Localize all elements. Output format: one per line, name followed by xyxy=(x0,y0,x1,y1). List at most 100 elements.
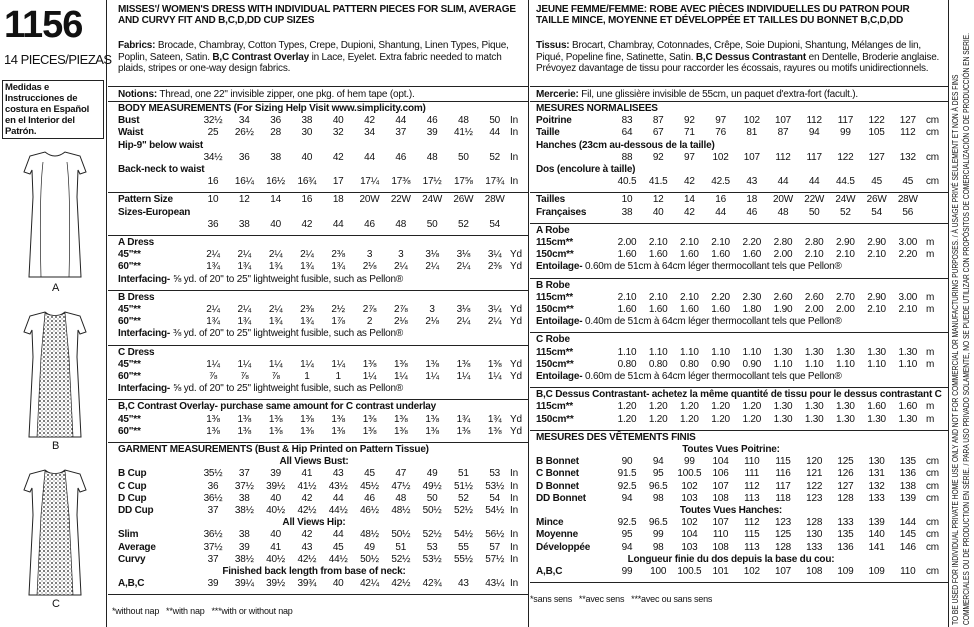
cell: 1.30 xyxy=(804,413,824,425)
row-label: Interfacing- xyxy=(118,383,171,395)
section-heading: C Dress xyxy=(118,346,155,358)
row-label: A,B,C xyxy=(536,566,563,577)
cell: 102 xyxy=(712,151,729,163)
unit: In xyxy=(510,480,518,492)
cell: 14 xyxy=(270,194,281,206)
cell: 20W xyxy=(359,194,380,206)
subheading: Toutes Vues Hanches: xyxy=(679,505,783,516)
cell: 126 xyxy=(837,468,854,480)
cell: 32½ xyxy=(203,115,223,127)
cell: 98 xyxy=(652,541,664,553)
cell: 55 xyxy=(458,541,469,553)
cell: 0.80 xyxy=(648,358,668,370)
cell: 39¾ xyxy=(297,578,317,590)
cell: 39 xyxy=(270,468,281,480)
cell: 3.00 xyxy=(898,291,918,303)
row-label: B Bonnet xyxy=(536,456,579,468)
unit: In xyxy=(510,553,518,565)
cell: 1.20 xyxy=(742,413,762,425)
cell: 2.10 xyxy=(648,237,668,248)
cell: 1.30 xyxy=(836,401,855,413)
cell: 1.10 xyxy=(648,346,668,358)
cell: 117 xyxy=(775,480,791,492)
cell: 55½ xyxy=(453,553,473,565)
cell: 47½ xyxy=(391,480,411,492)
cell: 52 xyxy=(489,151,501,163)
section-heading: MESURES DES VÊTEMENTS FINIS xyxy=(536,431,696,443)
sketches xyxy=(23,151,87,596)
notions-label: Notions: xyxy=(118,89,157,100)
cell: 52 xyxy=(458,218,469,230)
cell: 54 xyxy=(871,206,882,218)
row-label: 115cm** xyxy=(536,401,573,413)
cell: 125 xyxy=(837,456,854,468)
cell: 102 xyxy=(743,115,760,127)
cell: 1.30 xyxy=(836,413,855,425)
cell: 2.70 xyxy=(836,291,855,303)
cell: 45½ xyxy=(360,480,379,492)
cell: 1.60 xyxy=(648,249,668,261)
section-heading: BODY MEASUREMENTS (For Sizing Help Visit… xyxy=(118,103,426,114)
cell: 1¼ xyxy=(487,371,502,382)
cell: 99 xyxy=(840,127,851,139)
unit: cm xyxy=(926,176,939,188)
cell: 1 xyxy=(335,371,342,382)
cell: 1¼ xyxy=(456,371,471,382)
cell: 127 xyxy=(837,480,854,492)
cell: 40 xyxy=(270,492,281,504)
unit: m xyxy=(926,304,935,315)
cell: 36 xyxy=(207,218,219,230)
cell: 53½ xyxy=(485,480,505,492)
legal-notice: TO BE USED FOR INDIVIDUAL PRIVATE HOME U… xyxy=(950,3,974,625)
cell: 18 xyxy=(746,194,758,206)
fabrics-text: in Lace, Eyelet. Extra fabric needed to … xyxy=(118,51,502,75)
cell: 20W xyxy=(773,194,793,206)
cell: 46 xyxy=(746,206,758,218)
cell: 2.10 xyxy=(711,237,730,248)
cell: 1.10 xyxy=(773,358,793,370)
cell: 42 xyxy=(301,218,313,230)
cell: 45 xyxy=(902,176,914,188)
cell: 2.10 xyxy=(867,249,886,261)
cell: 1.30 xyxy=(836,346,855,358)
cell: 40 xyxy=(270,529,281,541)
rule xyxy=(108,235,528,236)
cell: 38½ xyxy=(234,553,254,565)
cell: 103 xyxy=(681,492,698,504)
fabrics-label: Fabrics: xyxy=(118,40,156,51)
cell: 123 xyxy=(806,492,823,504)
row-label: Sizes-European xyxy=(118,206,191,218)
cell: 97 xyxy=(715,115,726,127)
subheading: Longueur finie du dos depuis la base du … xyxy=(627,553,835,565)
cell: 1¼ xyxy=(331,358,345,370)
cell: 1¼ xyxy=(237,358,252,370)
unit: In xyxy=(510,468,518,480)
cell: 34½ xyxy=(203,151,223,163)
cell: 117 xyxy=(806,151,823,163)
cell: 1.10 xyxy=(711,346,730,358)
cell: 39 xyxy=(238,541,250,553)
cell: 107 xyxy=(712,480,729,492)
cell: 2¼ xyxy=(237,304,252,315)
cell: 40½ xyxy=(266,553,286,565)
cell: 17⅝ xyxy=(453,176,473,188)
cell: 50½ xyxy=(360,553,379,565)
cell: 100 xyxy=(650,566,667,577)
unit: m xyxy=(926,413,935,425)
cell: 1.30 xyxy=(867,413,886,425)
cell: 42 xyxy=(684,206,695,218)
cell: 54 xyxy=(489,218,501,230)
cell: 132 xyxy=(899,151,916,163)
cell: 1.30 xyxy=(898,413,918,425)
row-label: Bust xyxy=(118,115,140,127)
cell: 1.60 xyxy=(680,304,699,315)
cell: 1⅜ xyxy=(300,425,314,437)
cell: 64 xyxy=(621,127,633,139)
cell: 96.5 xyxy=(648,517,668,529)
cell: 107 xyxy=(774,566,792,577)
cell: 30 xyxy=(301,127,313,139)
unit: cm xyxy=(926,456,939,468)
unit: Yd xyxy=(510,371,522,382)
subheading: Finished back length from base of neck: xyxy=(222,566,406,577)
cell: 36½ xyxy=(203,529,223,541)
